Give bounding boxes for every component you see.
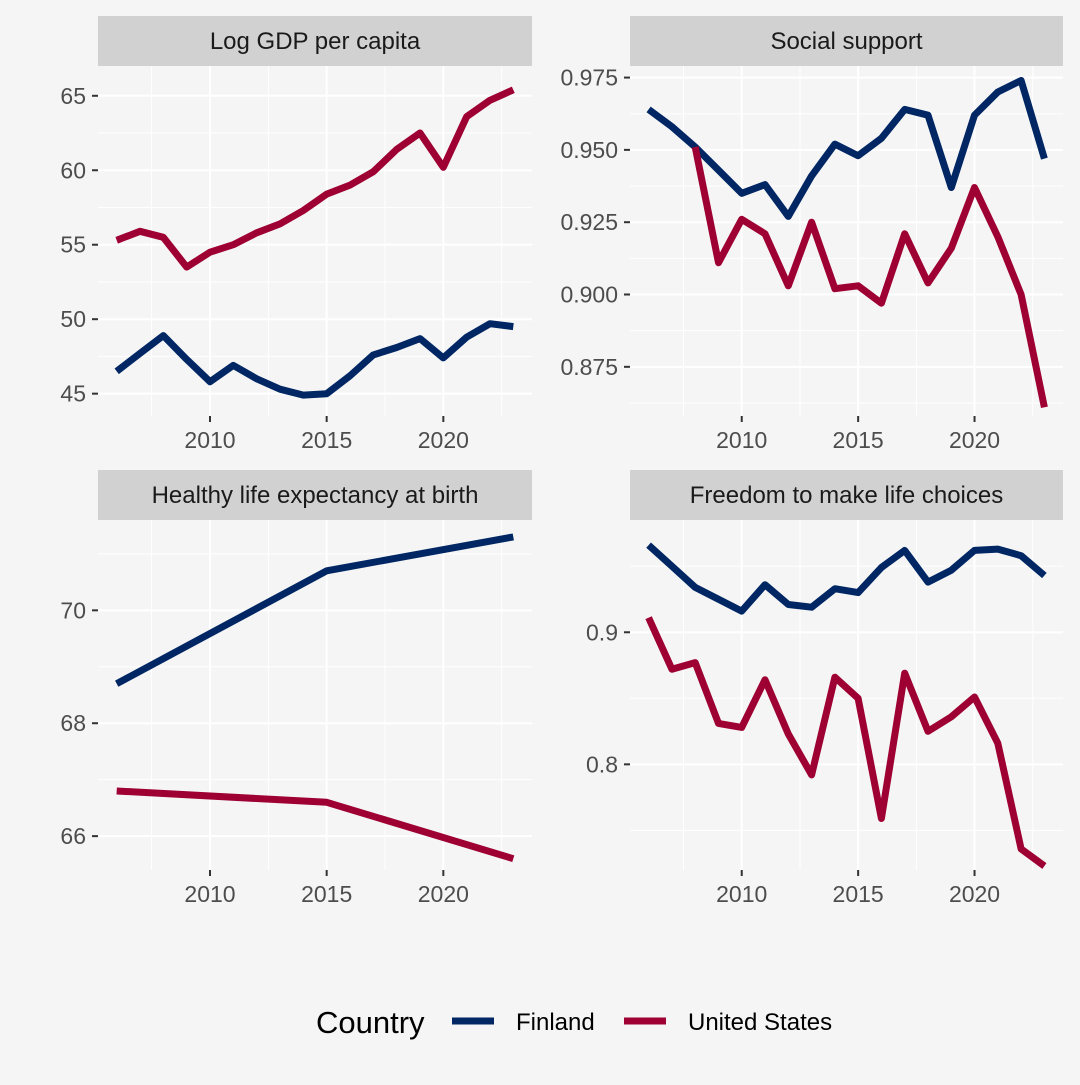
series-line-finland <box>115 533 514 687</box>
x-tick-label: 2010 <box>184 427 235 453</box>
facet-panel-2: Social support 2010 2015 2020 0.875 0.900 0.92… <box>560 16 1063 453</box>
y-tick-label: 0.8 <box>586 751 618 777</box>
y-tick-label: 50 <box>60 306 86 332</box>
x-tick-label: 2020 <box>418 427 469 453</box>
series-line-united-states <box>116 787 515 863</box>
x-tick-label: 2015 <box>301 881 352 907</box>
legend-label-finland: Finland <box>516 1009 595 1036</box>
facet-title: Healthy life expectancy at birth <box>152 482 479 509</box>
y-tick-label: 0.900 <box>560 282 618 308</box>
facet-title: Log GDP per capita <box>210 28 421 55</box>
x-tick-label: 2020 <box>418 881 469 907</box>
facet-strip <box>630 470 1063 520</box>
y-tick-label: 0.975 <box>560 65 618 91</box>
x-tick-label: 2020 <box>949 881 1000 907</box>
facet-title: Freedom to make life choices <box>690 482 1003 509</box>
x-tick-label: 2010 <box>184 881 235 907</box>
series-line-finland <box>646 77 1048 220</box>
y-tick-label: 70 <box>60 597 86 623</box>
y-tick-label: 60 <box>60 157 86 183</box>
series-line-finland <box>114 320 514 399</box>
x-tick-label: 2010 <box>716 427 767 453</box>
y-tick-label: 0.925 <box>560 209 618 235</box>
facet-panel-1: Log GDP per capita 2010 2015 2020 45 50 55 60 65 <box>60 16 532 453</box>
series-line-united-states <box>115 86 515 271</box>
x-tick-label: 2010 <box>716 881 767 907</box>
series-line-united-states <box>691 146 1048 409</box>
y-tick-label: 0.9 <box>586 619 618 645</box>
legend-label-united-states: United States <box>688 1009 832 1036</box>
x-tick-label: 2020 <box>949 427 1000 453</box>
facet-strip <box>98 470 532 520</box>
facet-strip <box>630 16 1063 66</box>
legend: Country Finland United States <box>316 1005 832 1040</box>
x-tick-label: 2015 <box>833 427 884 453</box>
y-tick-label: 65 <box>60 83 86 109</box>
y-tick-label: 0.875 <box>560 354 618 380</box>
series-line-united-states <box>645 616 1047 869</box>
legend-title: Country <box>316 1005 425 1040</box>
facet-panel-4: Freedom to make life choices 2010 2015 2020… <box>586 470 1063 907</box>
series-line-finland <box>646 542 1047 615</box>
y-tick-label: 66 <box>60 823 86 849</box>
y-tick-label: 45 <box>60 381 86 407</box>
y-tick-label: 68 <box>60 710 86 736</box>
facet-title: Social support <box>770 28 922 55</box>
facet-strip <box>98 16 532 66</box>
y-tick-label: 0.950 <box>560 137 618 163</box>
y-tick-label: 55 <box>60 232 86 258</box>
facet-panel-3: Healthy life expectancy at birth 2010 2015… <box>60 470 532 907</box>
x-tick-label: 2015 <box>833 881 884 907</box>
x-tick-label: 2015 <box>301 427 352 453</box>
